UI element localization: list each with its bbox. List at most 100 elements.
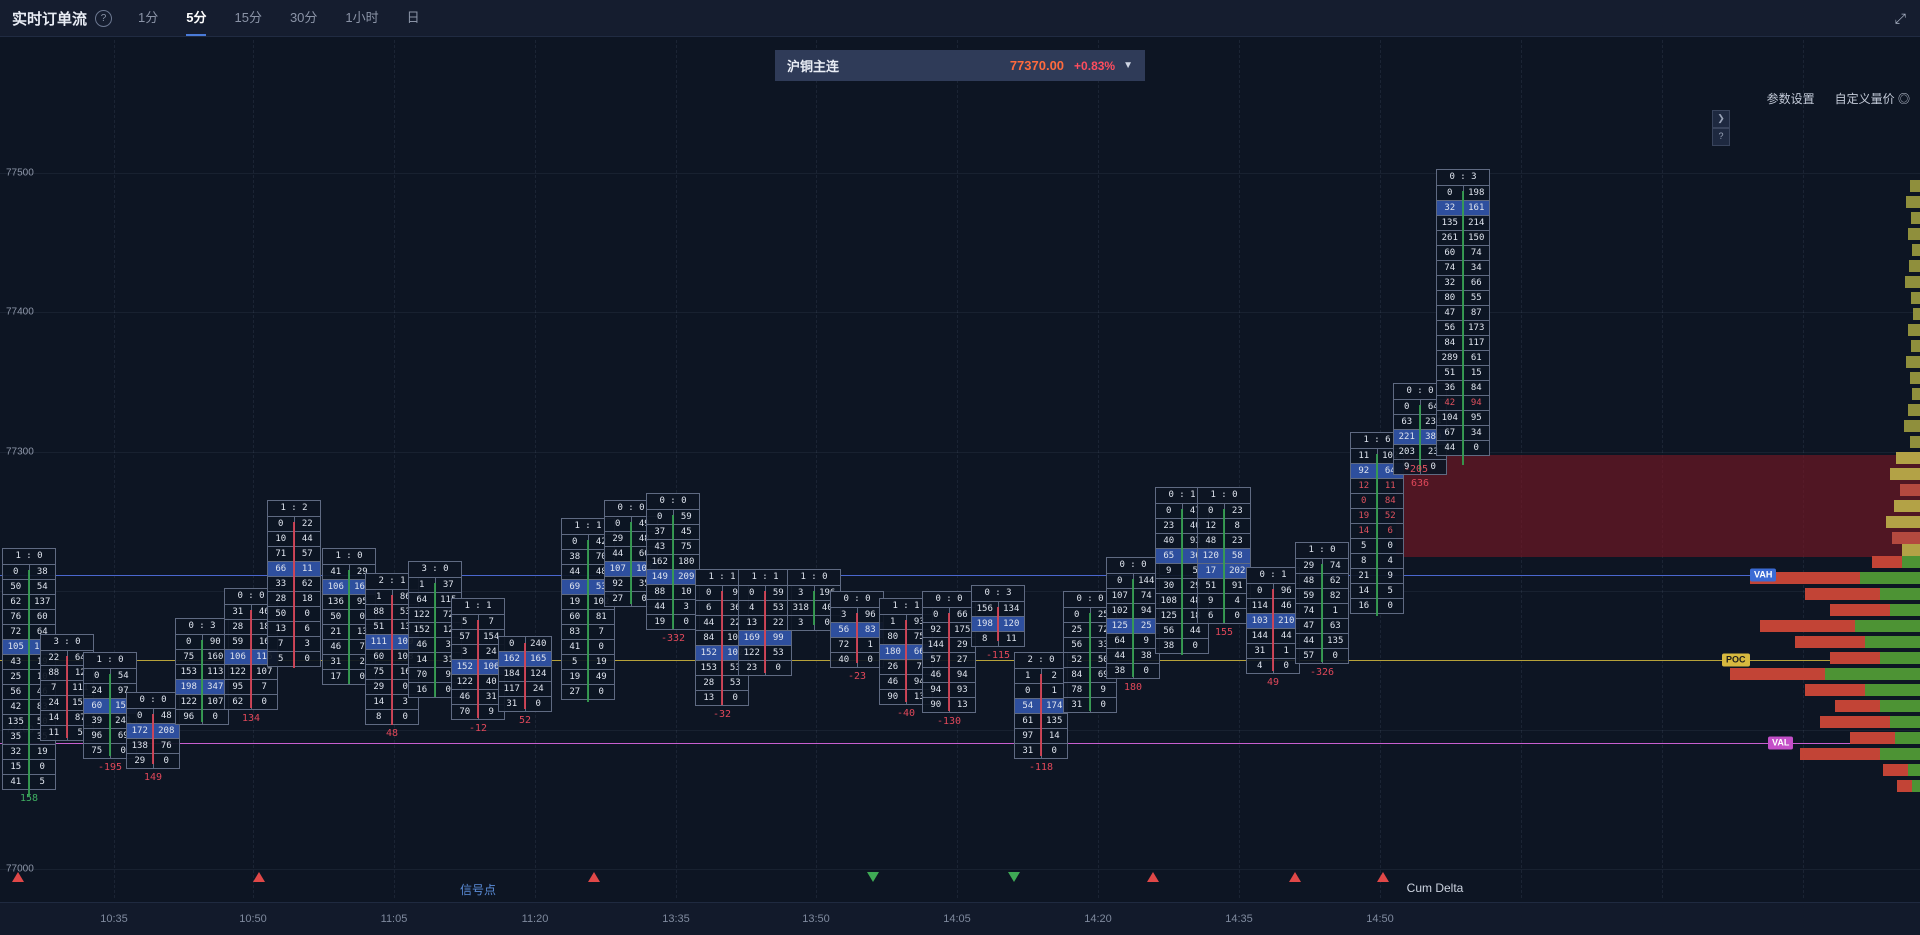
bid-volume: 52 [1064, 653, 1091, 667]
bid-volume: 1 [366, 590, 393, 604]
ask-volume: 380 [1425, 432, 1442, 442]
ask-volume: 0 [683, 617, 689, 627]
footprint-imbalance-header: 1 : 1 [451, 598, 505, 615]
bid-volume: 48 [1296, 574, 1323, 588]
bid-volume: 46 [923, 668, 950, 682]
candle-line [948, 613, 950, 711]
candle-line [764, 591, 766, 673]
signal-points-label[interactable]: 信号点 [459, 883, 497, 897]
bid-volume: 90 [923, 698, 950, 712]
bid-volume: 3 [831, 608, 858, 622]
candle-line [1419, 405, 1421, 471]
candle-line [293, 522, 295, 668]
ask-volume: 4 [1387, 556, 1393, 566]
bid-volume: 105 [3, 640, 30, 654]
ask-volume: 90 [209, 637, 221, 647]
bid-volume: 17 [323, 670, 350, 684]
ask-volume: 48 [638, 534, 650, 544]
bid-volume: 8 [1351, 554, 1378, 568]
bid-volume: 221 [1394, 430, 1421, 444]
v-gridline [535, 40, 536, 898]
ask-volume: 96 [1280, 586, 1292, 596]
sell-volume-bar [1820, 716, 1890, 728]
param-settings-button[interactable]: 参数设置 [1766, 92, 1815, 106]
bid-volume: 72 [3, 625, 30, 639]
footprint-imbalance-header: 0 : 0 [646, 493, 700, 510]
bid-volume: 31 [1064, 698, 1091, 712]
edge-profile-bar [1904, 420, 1920, 432]
bid-volume: 122 [409, 608, 436, 622]
candle-line [856, 613, 858, 663]
bid-volume: 21 [323, 625, 350, 639]
ask-volume: 46 [258, 607, 270, 617]
ask-volume: 66 [956, 610, 968, 620]
ask-volume: 7 [261, 682, 267, 692]
edge-profile-bar [1910, 436, 1920, 448]
custom-volume-button[interactable]: 自定义量价 ◎ [1835, 90, 1910, 107]
bid-volume: 72 [831, 638, 858, 652]
edge-profile-bar [1908, 228, 1920, 240]
bid-volume: 25 [1064, 623, 1091, 637]
bid-volume: 32 [1437, 201, 1464, 215]
timeframe-tab[interactable]: 30分 [289, 10, 318, 25]
bid-volume: 43 [3, 655, 30, 669]
bid-volume: 31 [225, 605, 252, 619]
ask-volume: 48 [1189, 596, 1201, 606]
bid-volume: 261 [1437, 231, 1464, 245]
buy-volume-bar [1825, 668, 1920, 680]
help-icon[interactable]: ? [95, 9, 113, 27]
ask-volume: 214 [1468, 218, 1485, 228]
bid-volume: 9 [1156, 564, 1183, 578]
candle-line [1089, 613, 1091, 711]
bid-volume: 39 [84, 714, 111, 728]
timeframe-tab[interactable]: 日 [406, 10, 420, 25]
collapse-panel-button[interactable]: ❯ [1712, 110, 1730, 128]
ask-volume: 23 [1231, 536, 1243, 546]
ask-volume: 57 [301, 549, 313, 559]
footprint-column: 0 : 1 0 96 114 46 103 210 144 44 31 1 4 0 49 [1246, 567, 1300, 691]
timeframe-tab[interactable]: 1分 [138, 10, 159, 25]
bid-volume: 0 [923, 608, 950, 622]
volume-profile-bar [1830, 652, 1920, 664]
bid-volume: 42 [3, 700, 30, 714]
ask-volume: 6 [1387, 526, 1393, 536]
timeframe-tab[interactable]: 5分 [186, 0, 207, 36]
timeframe-tabs: 1分 5分 15分 30分 1小时 日 [138, 0, 420, 36]
bid-volume: 19 [562, 595, 589, 609]
ask-volume: 9 [732, 588, 738, 598]
buy-volume-bar [1908, 764, 1920, 776]
sell-volume-bar [1883, 764, 1908, 776]
bid-volume: 59 [225, 635, 252, 649]
ask-volume: 64 [1384, 466, 1396, 476]
timeframe-tab[interactable]: 1小时 [345, 10, 379, 25]
ask-volume: 103 [727, 633, 744, 643]
timeframe-tab[interactable]: 15分 [234, 10, 262, 25]
ask-volume: 53 [772, 603, 784, 613]
ask-volume: 23 [1427, 447, 1439, 457]
ask-volume: 0 [445, 685, 451, 695]
bid-volume: 28 [696, 676, 723, 690]
y-axis-label: 77400 [6, 306, 34, 318]
panel-help-button[interactable]: ? [1712, 128, 1730, 146]
footprint-column: 3 : 0 22 64 88 12 7 111 24 152 14 87 11 5 [40, 634, 94, 741]
bid-volume: 13 [268, 622, 295, 636]
footprint-column: 0 : 0 0 64 63 234 221 380 203 23 9 0 636 [1393, 383, 1447, 492]
bid-volume: 31 [499, 697, 526, 711]
bid-volume: 106 [225, 650, 252, 664]
footprint-column: 0 : 3 156 134 198 120 8 11 -115 [971, 585, 1025, 664]
instrument-selector[interactable]: 沪铜主连 77370.00 +0.83% ▼ [775, 50, 1145, 81]
bid-volume: 56 [831, 623, 858, 637]
bid-volume: 84 [1437, 336, 1464, 350]
ask-volume: 54 [117, 671, 129, 681]
bid-volume: 92 [923, 623, 950, 637]
ask-volume: 63 [1329, 621, 1341, 631]
bid-volume: 25 [3, 670, 30, 684]
ask-volume: 107 [207, 697, 224, 707]
footprint-delta: -195 [97, 762, 123, 773]
ask-volume: 2 [1051, 671, 1057, 681]
ask-volume: 69 [117, 731, 129, 741]
chevron-down-icon[interactable]: ▼ [1123, 60, 1133, 71]
expand-icon[interactable]: ⤢ [1894, 9, 1906, 26]
